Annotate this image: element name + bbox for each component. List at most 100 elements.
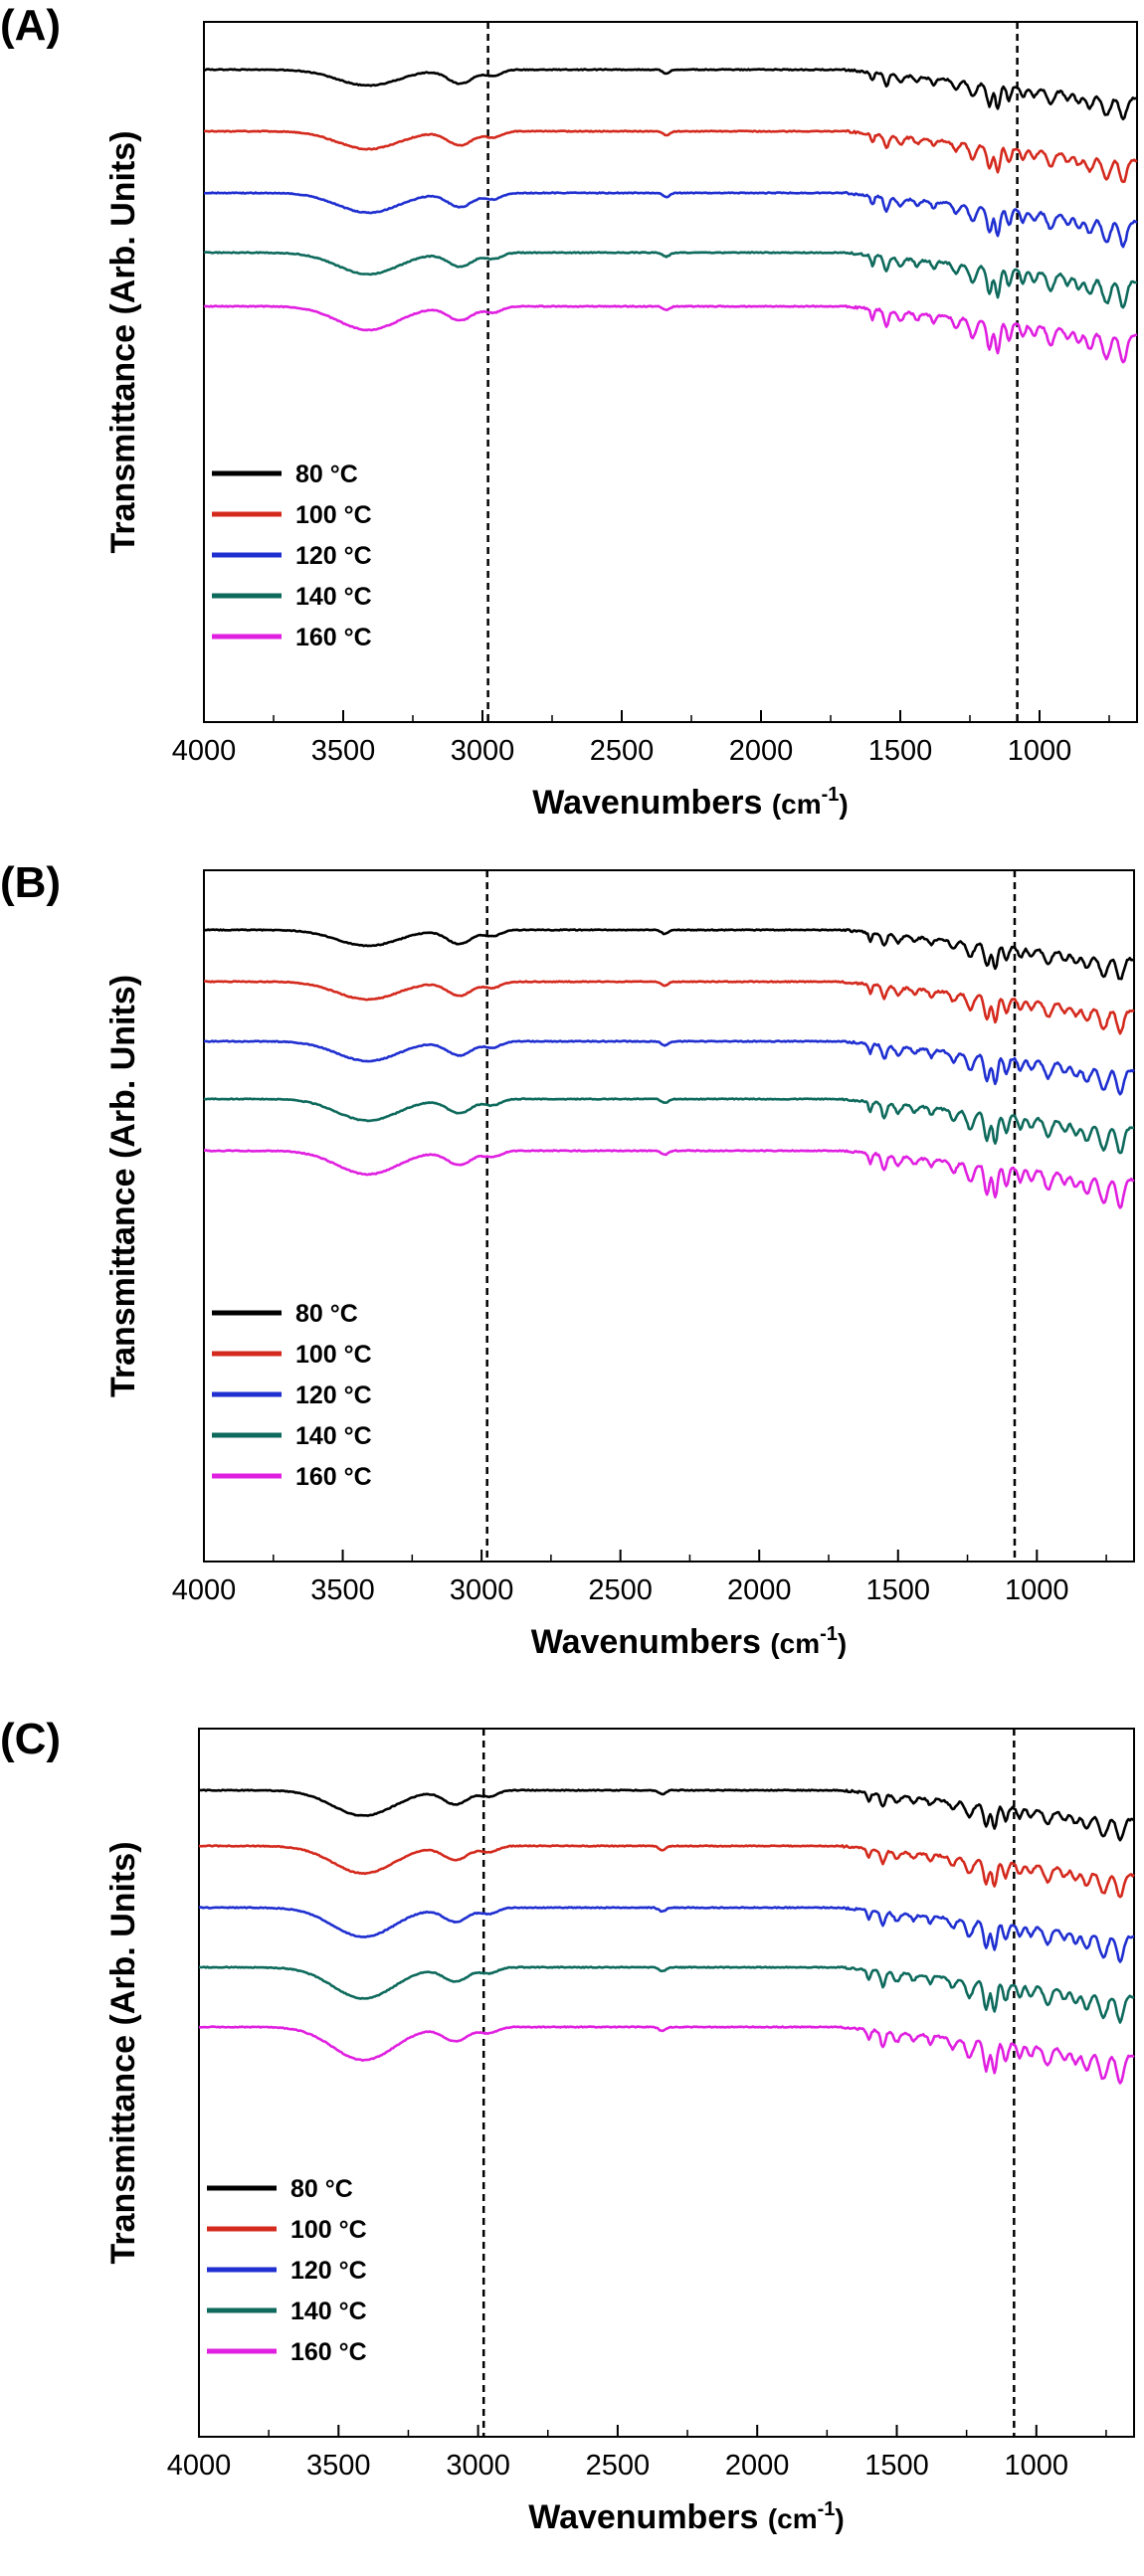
legend-label-value: 80	[295, 1300, 330, 1328]
legend-label: 140 °C	[290, 2298, 367, 2325]
x-axis-unit-close: )	[839, 789, 848, 820]
series-line-140c	[203, 251, 1138, 309]
x-axis-unit-sup: -1	[818, 2498, 836, 2520]
x-tick-label: 2500	[590, 735, 655, 767]
legend-label-value: 100	[295, 501, 344, 529]
x-axis-unit-sup: -1	[822, 784, 840, 806]
legend-label-unit: °C	[330, 1300, 358, 1328]
chart-panel-b: (B) 4000 3500 3000 2500 2000 1500 1000 Wavenumbe…	[0, 858, 1136, 1661]
legend-label-value: 120	[290, 2257, 339, 2285]
series-line-120c	[203, 190, 1138, 249]
legend-label: 160 °C	[290, 2338, 367, 2366]
legend-label-unit: °C	[325, 2175, 353, 2203]
x-axis-ticks: 4000 3500 3000 2500 2000 1500 1000	[167, 2425, 1107, 2482]
legend-label-value: 140	[290, 2298, 339, 2325]
x-axis-title-text: Wavenumbers	[531, 1623, 771, 1661]
legend-label: 100 °C	[295, 501, 372, 529]
legend-label-unit: °C	[339, 2257, 367, 2285]
series-lines	[203, 68, 1138, 364]
x-tick-label: 2000	[727, 1574, 792, 1606]
series-line-100c	[204, 980, 1135, 1035]
legend-label: 120 °C	[290, 2257, 367, 2285]
x-tick-label: 4000	[167, 2450, 232, 2482]
x-tick-label: 3500	[306, 2450, 371, 2482]
legend-label-unit: °C	[344, 542, 372, 570]
panel-label: (A)	[0, 1, 61, 50]
y-axis-title: Transmittance (Arb. Units)	[104, 130, 142, 553]
legend-label-unit: °C	[344, 1422, 372, 1450]
series-line-160c	[204, 1149, 1135, 1209]
x-axis-ticks: 4000 3500 3000 2500 2000 1500 1000	[172, 710, 1110, 767]
x-tick-label: 1000	[1005, 2450, 1069, 2482]
legend-label-unit: °C	[344, 583, 372, 611]
legend-label-unit: °C	[330, 460, 358, 488]
x-axis-title-text: Wavenumbers	[532, 784, 772, 822]
legend-label-value: 140	[295, 1422, 344, 1450]
legend-label: 120 °C	[295, 542, 372, 570]
legend-label-value: 160	[295, 1463, 344, 1491]
x-axis-unit-sup: -1	[820, 1623, 838, 1645]
legend-label: 100 °C	[295, 1341, 372, 1369]
legend-label-unit: °C	[344, 1381, 372, 1409]
x-tick-label: 1500	[866, 1574, 931, 1606]
legend-label-value: 160	[295, 624, 344, 651]
x-tick-label: 2500	[588, 1574, 653, 1606]
x-tick-label: 3000	[450, 1574, 514, 1606]
legend-label: 100 °C	[290, 2216, 367, 2244]
legend-label-unit: °C	[339, 2338, 367, 2366]
legend-label-unit: °C	[339, 2298, 367, 2325]
legend-label: 160 °C	[295, 1463, 372, 1491]
legend-label: 140 °C	[295, 583, 372, 611]
x-tick-label: 3000	[446, 2450, 510, 2482]
series-line-100c	[203, 128, 1138, 184]
legend-label: 120 °C	[295, 1381, 372, 1409]
x-axis-unit: (cm	[772, 789, 822, 820]
x-axis-unit-close: )	[838, 1628, 847, 1659]
x-tick-label: 1000	[1005, 1574, 1069, 1606]
legend-label-unit: °C	[339, 2216, 367, 2244]
x-tick-label: 4000	[172, 1574, 237, 1606]
x-axis-title: Wavenumbers (cm-1)	[528, 2498, 845, 2536]
x-axis-unit-close: )	[835, 2503, 844, 2534]
x-axis-ticks: 4000 3500 3000 2500 2000 1500 1000	[172, 1550, 1107, 1606]
series-line-80c	[199, 1788, 1135, 1842]
legend-label-unit: °C	[344, 501, 372, 529]
series-lines	[203, 928, 1136, 1209]
series-line-80c	[203, 68, 1138, 121]
x-tick-label: 1000	[1008, 735, 1072, 767]
legend-label-value: 100	[290, 2216, 339, 2244]
x-tick-label: 1500	[868, 735, 933, 767]
series-line-140c	[199, 1965, 1135, 2024]
y-axis-title: Transmittance (Arb. Units)	[104, 1841, 142, 2264]
x-axis-unit: (cm	[770, 1628, 820, 1659]
x-axis-title: Wavenumbers (cm-1)	[532, 784, 849, 822]
x-tick-label: 3000	[451, 735, 515, 767]
legend-label-value: 140	[295, 583, 344, 611]
legend-label: 140 °C	[295, 1422, 372, 1450]
legend-label: 80 °C	[290, 2175, 353, 2203]
x-tick-label: 3500	[311, 735, 376, 767]
legend-label-unit: °C	[344, 1341, 372, 1369]
legend-label-value: 80	[290, 2175, 325, 2203]
legend-label-value: 80	[295, 460, 330, 488]
x-tick-label: 2000	[725, 2450, 790, 2482]
x-tick-label: 3500	[310, 1574, 375, 1606]
x-tick-label: 2000	[729, 735, 794, 767]
legend-label-value: 160	[290, 2338, 339, 2366]
legend-label-unit: °C	[344, 1463, 372, 1491]
legend-label: 160 °C	[295, 624, 372, 651]
legend-label: 80 °C	[295, 460, 358, 488]
legend-label-value: 120	[295, 1381, 344, 1409]
series-line-160c	[198, 2025, 1135, 2085]
plot-frame	[198, 1728, 1135, 2438]
chart-panel-c: (C) 4000 3500 3000 2500 2000 1500 1000 Wavenumbe…	[0, 1715, 1135, 2536]
series-line-120c	[203, 1039, 1136, 1096]
panel-label: (B)	[0, 858, 61, 907]
series-line-140c	[203, 1097, 1135, 1155]
legend-label-value: 100	[295, 1341, 344, 1369]
legend-label-unit: °C	[344, 624, 372, 651]
x-tick-label: 2500	[586, 2450, 651, 2482]
